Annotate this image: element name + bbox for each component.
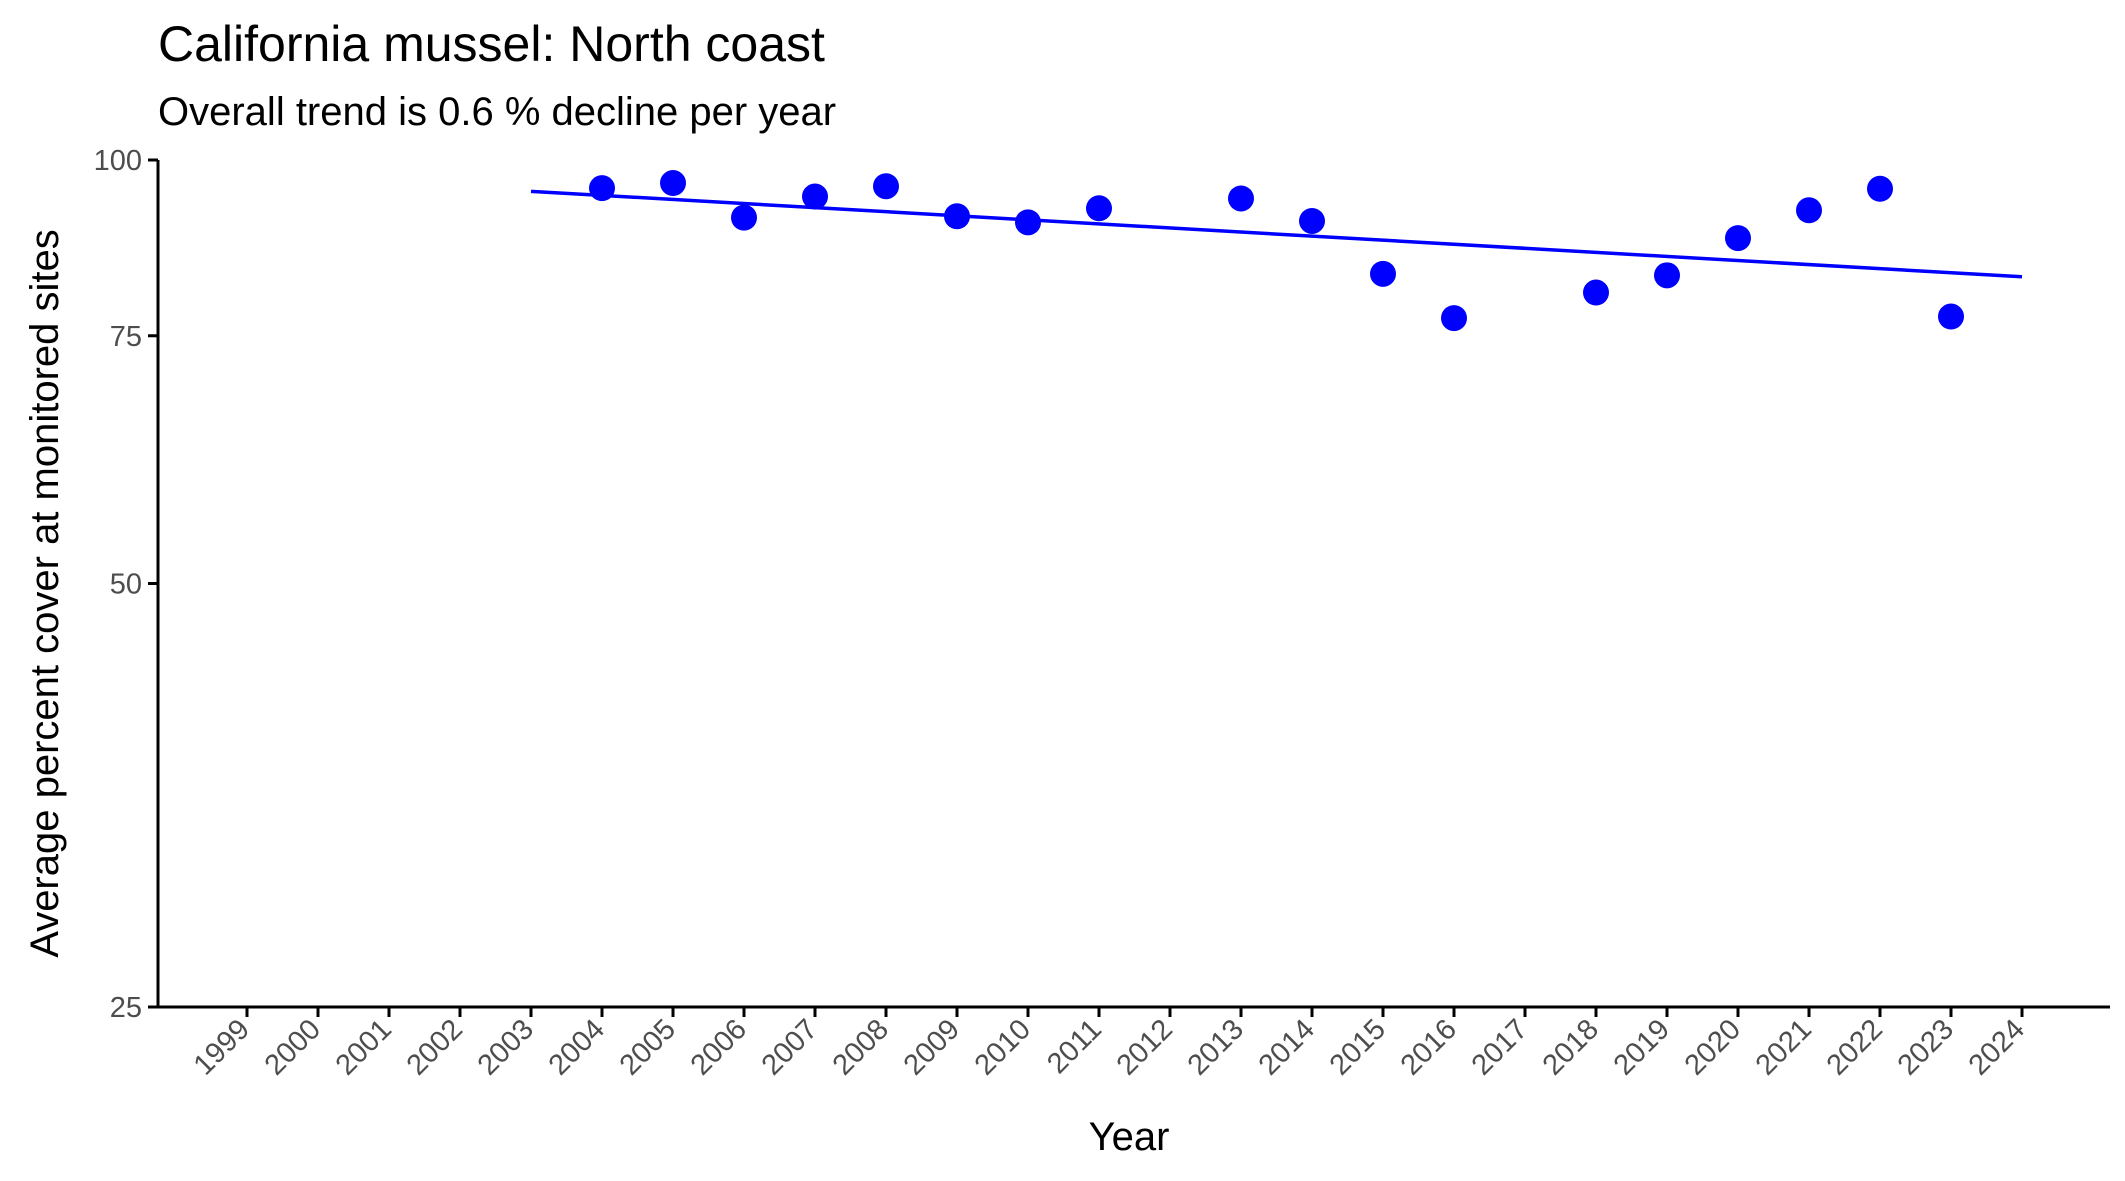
x-tick-label: 2021 [1750,1013,1818,1081]
data-point [1867,175,1893,202]
data-point [1725,225,1751,252]
trend-line [530,189,2023,279]
x-tick-label: 2020 [1679,1013,1747,1081]
x-tick-label: 2002 [401,1013,469,1081]
data-point [802,183,828,210]
x-tick-label: 2015 [1324,1013,1392,1081]
x-tick-label: 2000 [259,1013,327,1081]
x-tick-label: 2019 [1608,1013,1676,1081]
data-point [1299,207,1325,234]
x-tick-label: 2003 [472,1013,540,1081]
data-point [1228,185,1254,212]
x-tick-label: 2008 [827,1013,895,1081]
x-tick-label: 2023 [1892,1013,1960,1081]
data-point [1654,262,1680,289]
x-tick-label: 2010 [969,1013,1037,1081]
y-tick-label: 50 [110,569,142,601]
x-tick-label: 2013 [1182,1013,1250,1081]
x-tick-label: 1999 [188,1013,256,1081]
data-point [589,175,615,202]
x-tick-label: 2001 [330,1013,398,1081]
data-point [1583,279,1609,306]
data-point [1938,303,1964,330]
x-tick-label: 2024 [1963,1013,2031,1081]
x-axis-ticks: 1999 2000 2001 2002 2003 2004 2005 2006 2007 2008… [188,1007,2031,1082]
y-axis-title: Average percent cover at monitored sites [23,229,67,958]
data-point [731,204,757,231]
y-axis-ticks: 25 50 75 100 [94,145,158,1024]
x-tick-label: 2016 [1395,1013,1463,1081]
x-tick-label: 2005 [614,1013,682,1081]
x-tick-label: 2006 [685,1013,753,1081]
data-point [1086,195,1112,222]
data-point [660,170,686,197]
y-tick-label: 100 [94,145,142,177]
chart-subtitle: Overall trend is 0.6 % decline per year [158,90,837,134]
x-tick-label: 2014 [1253,1013,1321,1081]
data-point [1441,305,1467,332]
x-tick-label: 2004 [543,1013,611,1081]
chart-title: California mussel: North coast [158,16,825,72]
data-points [589,170,1964,332]
x-axis-title: Year [1089,1115,1170,1159]
x-tick-label: 2022 [1821,1013,1889,1081]
x-tick-label: 2011 [1041,1013,1108,1080]
data-point [1015,209,1041,236]
x-tick-label: 2007 [756,1013,824,1081]
x-tick-label: 2012 [1111,1013,1179,1081]
data-point [1796,197,1822,224]
data-point [1370,260,1396,287]
x-tick-label: 2017 [1466,1013,1534,1081]
x-tick-label: 2009 [898,1013,966,1081]
y-tick-label: 75 [110,321,142,353]
data-point [944,203,970,230]
x-tick-label: 2018 [1537,1013,1605,1081]
y-tick-label: 25 [110,992,142,1024]
data-point [873,173,899,200]
